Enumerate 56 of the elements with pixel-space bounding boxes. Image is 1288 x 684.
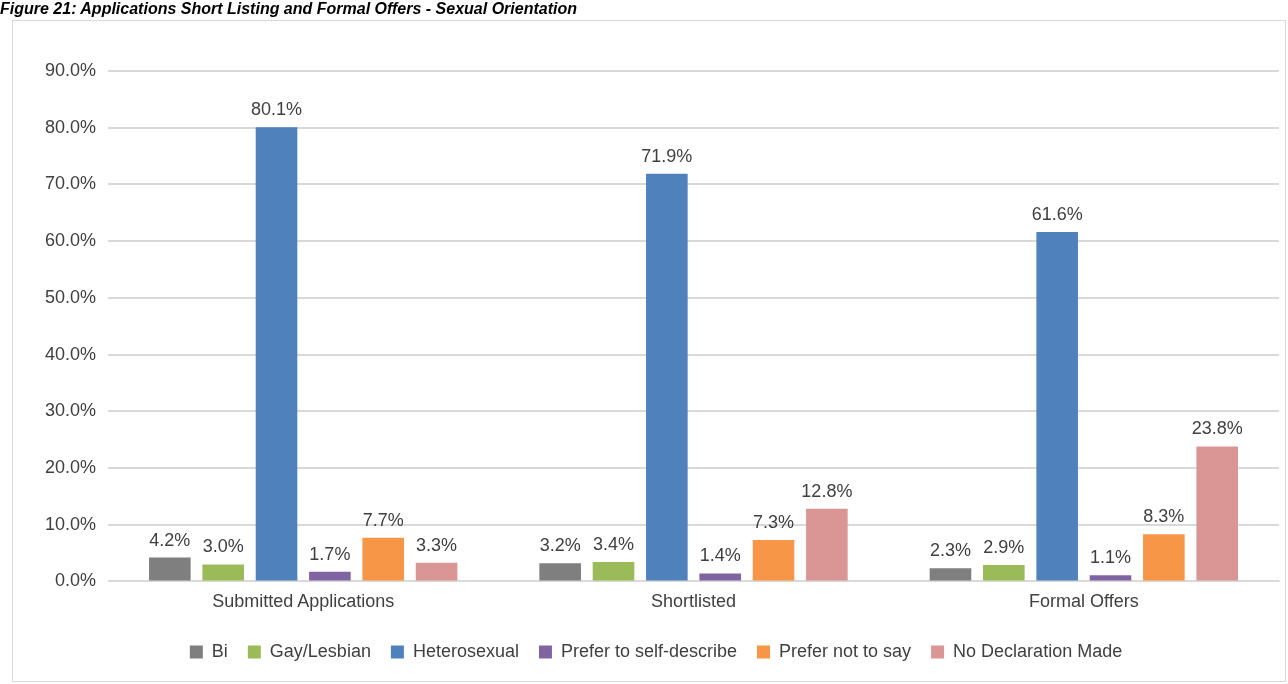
bar — [1196, 446, 1238, 581]
text: 1.4% — [699, 545, 741, 566]
y-tick-label: 80.0% — [44, 116, 97, 137]
y-tick-label: 0.0% — [55, 570, 97, 591]
text: 8.3% — [1143, 506, 1185, 527]
legend-label: Prefer to self-describe — [560, 640, 738, 661]
x-tick-label: Formal Offers — [1029, 591, 1139, 612]
text: 1.1% — [1090, 547, 1132, 568]
y-tick-label: 50.0% — [44, 286, 97, 307]
legend-label: No Declaration Made — [953, 640, 1123, 661]
y-tick-label: 60.0% — [44, 230, 97, 251]
bar — [415, 562, 458, 581]
text: 3.3% — [416, 534, 458, 555]
text: 2.3% — [929, 540, 971, 561]
text: 7.3% — [753, 511, 795, 532]
text: 61.6% — [1031, 204, 1083, 225]
bar — [149, 557, 191, 581]
bar — [255, 127, 298, 581]
bar — [929, 568, 972, 581]
text: 3.2% — [539, 535, 581, 556]
text: 3.4% — [592, 534, 635, 555]
text: 71.9% — [641, 145, 693, 166]
bar — [309, 571, 351, 581]
text: 2.9% — [983, 536, 1025, 557]
bar — [752, 540, 795, 581]
y-tick-label: 70.0% — [44, 173, 97, 194]
legend-label: Gay/Lesbian — [269, 640, 371, 661]
x-tick-label: Submitted Applications — [212, 591, 395, 612]
y-tick-label: 90.0% — [44, 59, 97, 80]
bar — [362, 537, 405, 581]
legend-label: Prefer not to say — [779, 640, 912, 661]
legend-label: Heterosexual — [412, 640, 519, 661]
text: 1.7% — [309, 543, 351, 564]
y-tick-label: 10.0% — [44, 513, 97, 534]
y-tick-label: 20.0% — [44, 456, 97, 477]
text: 3.0% — [202, 536, 244, 557]
legend-label: Bi — [211, 640, 228, 661]
bar — [202, 564, 244, 581]
bar — [699, 573, 741, 581]
bar — [1036, 232, 1078, 581]
text: 4.2% — [149, 529, 191, 550]
bar — [1089, 575, 1132, 581]
bar — [646, 173, 688, 581]
bar — [592, 562, 635, 581]
y-tick-label: 30.0% — [44, 400, 97, 421]
chart-title: Figure 21: Applications Short Listing and Formal Offers - Sexual Orientation — [0, 0, 577, 19]
y-tick-label: 40.0% — [44, 343, 97, 364]
bar — [806, 508, 848, 581]
text: 12.8% — [801, 480, 853, 501]
bar — [983, 564, 1025, 581]
bar — [1143, 534, 1185, 581]
text: 23.8% — [1191, 418, 1243, 439]
bar — [539, 563, 581, 581]
text: 7.7% — [362, 509, 404, 530]
text: 80.1% — [251, 99, 303, 120]
x-tick-label: Shortlisted — [651, 591, 737, 612]
